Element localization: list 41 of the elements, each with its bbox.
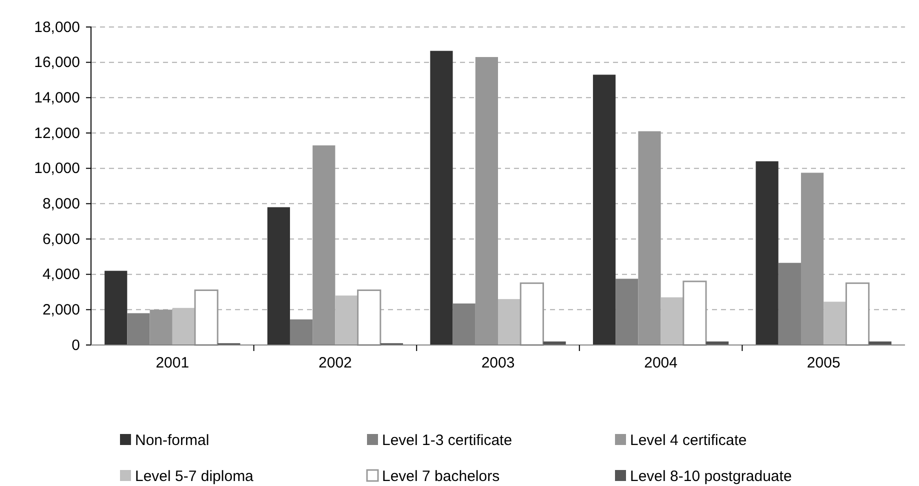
x-tick-label: 2004 — [644, 354, 678, 372]
y-tick-label: 8,000 — [42, 195, 80, 212]
bar — [592, 74, 616, 345]
x-tick-label: 2003 — [481, 354, 515, 372]
bar — [150, 310, 172, 345]
y-tick-label: 4,000 — [42, 266, 80, 284]
y-tick-label: 2,000 — [42, 301, 80, 318]
y-tick-label: 0 — [72, 336, 80, 354]
bar — [335, 296, 358, 345]
bar — [267, 207, 290, 345]
bar — [824, 302, 846, 345]
y-tick-label: 6,000 — [42, 230, 80, 248]
legend-label: Level 5-7 diploma — [135, 468, 254, 485]
bar — [312, 145, 336, 345]
bar — [800, 172, 824, 345]
bar — [845, 282, 870, 346]
x-tick-label: 2001 — [156, 354, 190, 372]
legend-label: Level 8-10 postgraduate — [630, 468, 792, 485]
y-tick-label: 10,000 — [34, 160, 80, 178]
bar — [660, 297, 684, 345]
legend-label: Level 4 certificate — [630, 432, 747, 449]
bar — [520, 282, 544, 346]
legend-label: Level 7 bachelors — [382, 468, 500, 485]
legend-label: Non-formal — [135, 432, 210, 449]
y-tick-label: 18,000 — [34, 18, 80, 36]
legend-label: Level 1-3 certificate — [382, 432, 512, 449]
bar — [104, 270, 128, 345]
bar — [756, 161, 778, 345]
y-tick-label: 16,000 — [34, 54, 80, 72]
y-tick-label: 12,000 — [34, 124, 80, 142]
bar — [638, 131, 661, 345]
x-tick-label: 2005 — [806, 354, 840, 372]
bar — [430, 50, 453, 345]
bar — [357, 289, 382, 346]
bar — [194, 289, 218, 346]
y-tick-label: 14,000 — [34, 89, 80, 106]
x-tick-label: 2002 — [318, 354, 352, 372]
bar — [682, 280, 707, 346]
bar — [172, 308, 196, 345]
bar — [498, 299, 521, 345]
bar — [475, 57, 498, 345]
